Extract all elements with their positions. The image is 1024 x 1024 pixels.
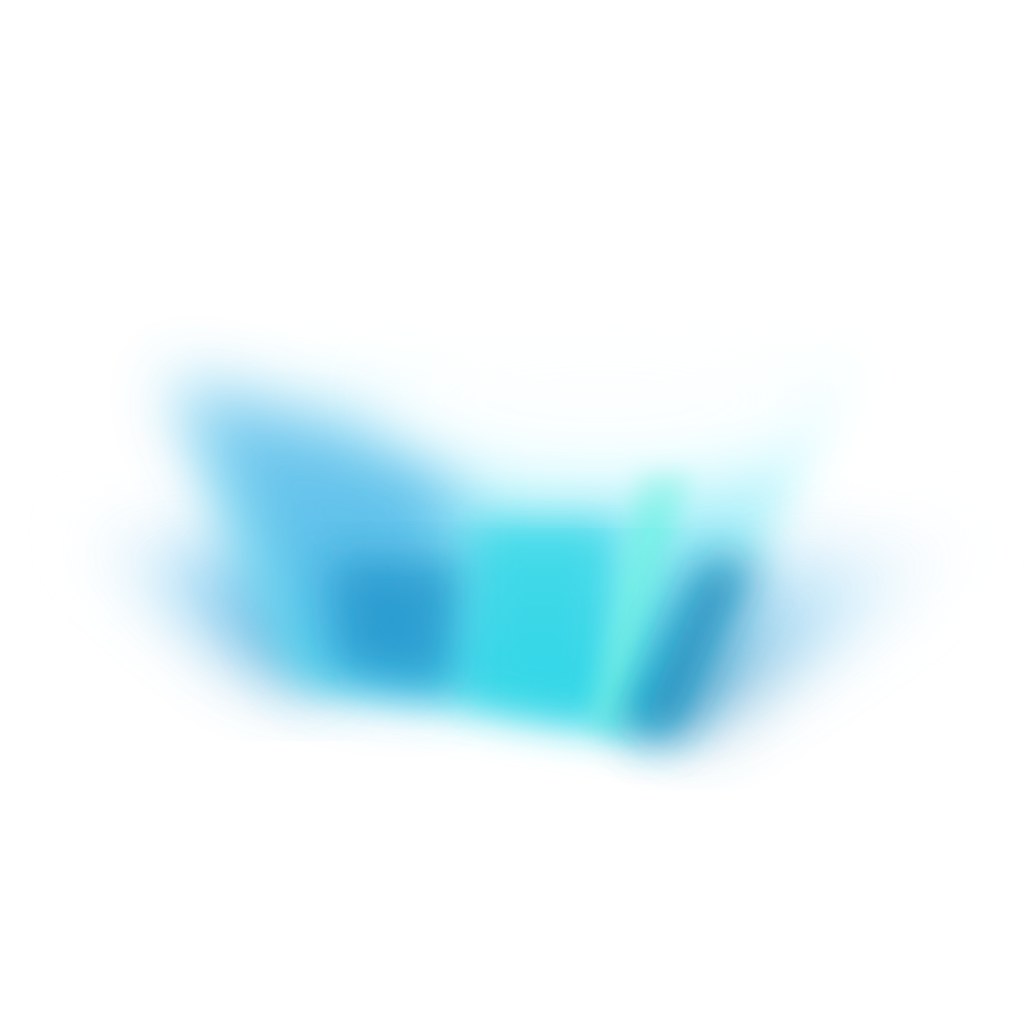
deep-core-shape (330, 560, 470, 690)
right-edge-shape (620, 560, 760, 740)
top-haze-shape (380, 320, 820, 480)
highlight-streak-shape (590, 470, 690, 730)
teal-center-shape (470, 520, 620, 720)
